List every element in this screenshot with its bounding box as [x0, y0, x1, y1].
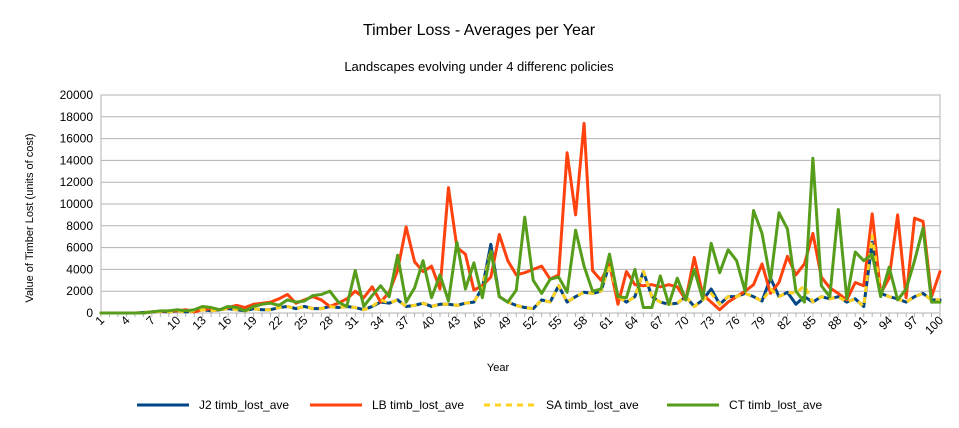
y-tick-label: 6000: [66, 241, 93, 255]
series-line-sa: [101, 234, 940, 315]
x-tick-label: 10: [164, 313, 184, 333]
x-tick-label: 25: [291, 313, 311, 333]
x-tick-label: 37: [393, 313, 413, 333]
x-tick-label: 22: [266, 313, 286, 333]
x-tick-label: 100: [922, 313, 946, 337]
x-tick-label: 16: [215, 313, 235, 333]
x-tick-label: 46: [469, 313, 489, 333]
y-tick-label: 14000: [60, 153, 94, 167]
y-tick-label: 18000: [60, 110, 94, 124]
x-tick-label: 91: [851, 313, 871, 333]
y-axis-label: Value of Timber Lost (units of cost): [24, 133, 36, 302]
legend-label: SA timb_lost_ave: [546, 398, 639, 412]
y-tick-label: 16000: [60, 132, 94, 146]
series-line-ct: [99, 156, 942, 315]
grid-layer: [100, 94, 941, 314]
x-tick-label: 79: [749, 313, 769, 333]
x-tick-label: 52: [520, 313, 540, 333]
x-tick-label: 97: [901, 313, 921, 333]
x-tick-label: 31: [342, 313, 362, 333]
x-axis-label: Year: [487, 362, 510, 374]
x-tick-label: 7: [143, 313, 158, 328]
x-tick-label: 40: [418, 313, 438, 333]
x-tick-label: 64: [622, 313, 642, 333]
y-tick-label: 4000: [66, 262, 93, 276]
x-tick-label: 82: [774, 313, 794, 333]
x-tick-label: 76: [723, 313, 743, 333]
y-tick-label: 8000: [66, 219, 93, 233]
legend-label: J2 timb_lost_ave: [199, 398, 289, 412]
x-tick-label: 28: [317, 313, 337, 333]
x-tick-label: 43: [444, 313, 464, 333]
y-tick-label: 12000: [60, 175, 94, 189]
y-tick-label: 20000: [60, 88, 94, 102]
plot-frame: [100, 94, 941, 314]
legend-label: LB timb_lost_ave: [372, 398, 464, 412]
chart-subtitle: Landscapes evolving under 4 differenc po…: [344, 59, 614, 74]
x-tick-label: 34: [367, 313, 387, 333]
x-tick-label: 1: [92, 313, 107, 328]
legend-label: CT timb_lost_ave: [729, 398, 822, 412]
series-layer: [99, 121, 942, 315]
x-tick-label: 61: [596, 313, 616, 333]
x-tick-label: 67: [647, 313, 667, 333]
x-tick-label: 55: [545, 313, 565, 333]
chart-title: Timber Loss - Averages per Year: [363, 22, 596, 39]
x-tick-label: 4: [118, 313, 133, 328]
x-tick-label: 19: [240, 313, 260, 333]
series-line-lb: [99, 121, 942, 315]
x-tick-label: 73: [698, 313, 718, 333]
x-tick-label: 94: [876, 313, 896, 333]
x-tick-label: 58: [571, 313, 591, 333]
x-tick-label: 13: [189, 313, 209, 333]
y-tick-label: 2000: [66, 284, 93, 298]
x-tick-label: 85: [800, 313, 820, 333]
x-tick-label: 49: [495, 313, 515, 333]
legend: J2 timb_lost_ave LB timb_lost_ave SA timb_…: [137, 398, 822, 412]
y-tick-label: 10000: [60, 197, 94, 211]
x-tick-label: 88: [825, 313, 845, 333]
y-tick-label: 0: [86, 306, 93, 320]
x-tick-label: 70: [673, 313, 693, 333]
